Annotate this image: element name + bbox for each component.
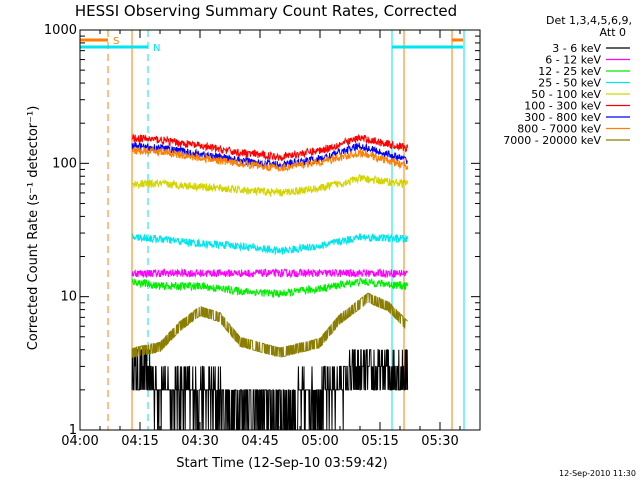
series-line-7000-20000-kev — [131, 292, 408, 358]
chart-marks: SN — [80, 30, 465, 431]
legend-label-9: 7000 - 20000 keV — [503, 134, 601, 147]
series-line-800-7000-kev — [131, 145, 409, 173]
legend-label-2: 6 - 12 keV — [545, 54, 601, 67]
y-tick-label-3: 100 — [52, 156, 77, 171]
legend-header-1: Det 1,3,4,5,6,9, — [546, 14, 632, 27]
x-tick-label-6: 05:15 — [361, 434, 398, 449]
marker-label-s: S — [113, 36, 119, 47]
series-line-100-300-kev — [131, 133, 409, 162]
x-tick-label-1: 04:00 — [61, 434, 98, 449]
series-line-50-100-kev — [131, 174, 409, 198]
x-tick-label-2: 04:15 — [121, 434, 158, 449]
series-line-6-12-kev — [131, 267, 408, 279]
y-tick-label-2: 10 — [60, 290, 77, 305]
x-tick-label-4: 04:45 — [241, 434, 278, 449]
legend-label-7: 300 - 800 keV — [524, 111, 601, 124]
series-line-25-50-kev — [131, 232, 409, 256]
chart-title: HESSI Observing Summary Count Rates, Cor… — [75, 2, 457, 20]
y-axis-label: Corrected Count Rate (s⁻¹ detector⁻¹) — [26, 106, 41, 351]
x-tick-label-3: 04:30 — [181, 434, 218, 449]
marker-label-n: N — [153, 43, 160, 54]
x-tick-label-5: 05:00 — [301, 434, 338, 449]
legend-label-5: 50 - 100 keV — [531, 88, 601, 101]
x-tick-label-7: 05:30 — [421, 434, 458, 449]
footer-timestamp: 12-Sep-2010 11:30 — [559, 469, 636, 478]
axes: 04:00 04:15 04:30 04:45 05:00 05:15 05:30 1 10 10… — [44, 23, 481, 449]
legend-label-8: 800 - 7000 keV — [517, 123, 601, 136]
legend-label-6: 100 - 300 keV — [524, 100, 601, 113]
legend-label-3: 12 - 25 keV — [538, 65, 601, 78]
series-line-3-6-kev — [131, 349, 409, 431]
legend-label-1: 3 - 6 keV — [552, 42, 601, 55]
series-line-300-800-kev — [131, 141, 408, 171]
x-axis-label: Start Time (12-Sep-10 03:59:42) — [176, 456, 387, 471]
y-tick-label-4: 1000 — [44, 23, 77, 38]
legend-label-4: 25 - 50 keV — [538, 77, 601, 90]
series-line-12-25-kev — [131, 277, 409, 299]
y-tick-label-1: 1 — [69, 423, 77, 438]
legend-header-2: Att 0 — [600, 26, 626, 39]
